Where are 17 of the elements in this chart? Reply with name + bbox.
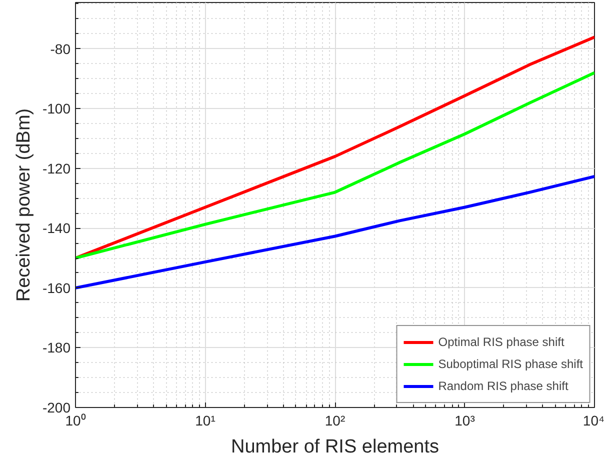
y-tick-label: -120 (42, 160, 71, 176)
y-tick-label: -200 (42, 400, 71, 416)
x-tick-label: 10³ (454, 412, 476, 428)
legend-label: Random RIS phase shift (438, 379, 568, 393)
x-axis-title: Number of RIS elements (230, 436, 440, 458)
y-tick-label: -180 (42, 340, 71, 356)
y-tick-label: -140 (42, 220, 71, 236)
y-tick-label: -100 (42, 100, 71, 117)
x-tick-label: 10¹ (195, 412, 216, 428)
x-tick-label: 10⁰ (65, 412, 86, 428)
legend-label: Suboptimal RIS phase shift (438, 357, 583, 371)
legend-label: Optimal RIS phase shift (438, 335, 564, 349)
x-tick-label: 10⁴ (582, 412, 604, 428)
y-tick-label: -80 (50, 40, 71, 57)
y-tick-label: -160 (42, 280, 71, 296)
x-tick-label: 10² (324, 412, 346, 428)
y-axis-title: Received power (dBm) (13, 108, 34, 302)
